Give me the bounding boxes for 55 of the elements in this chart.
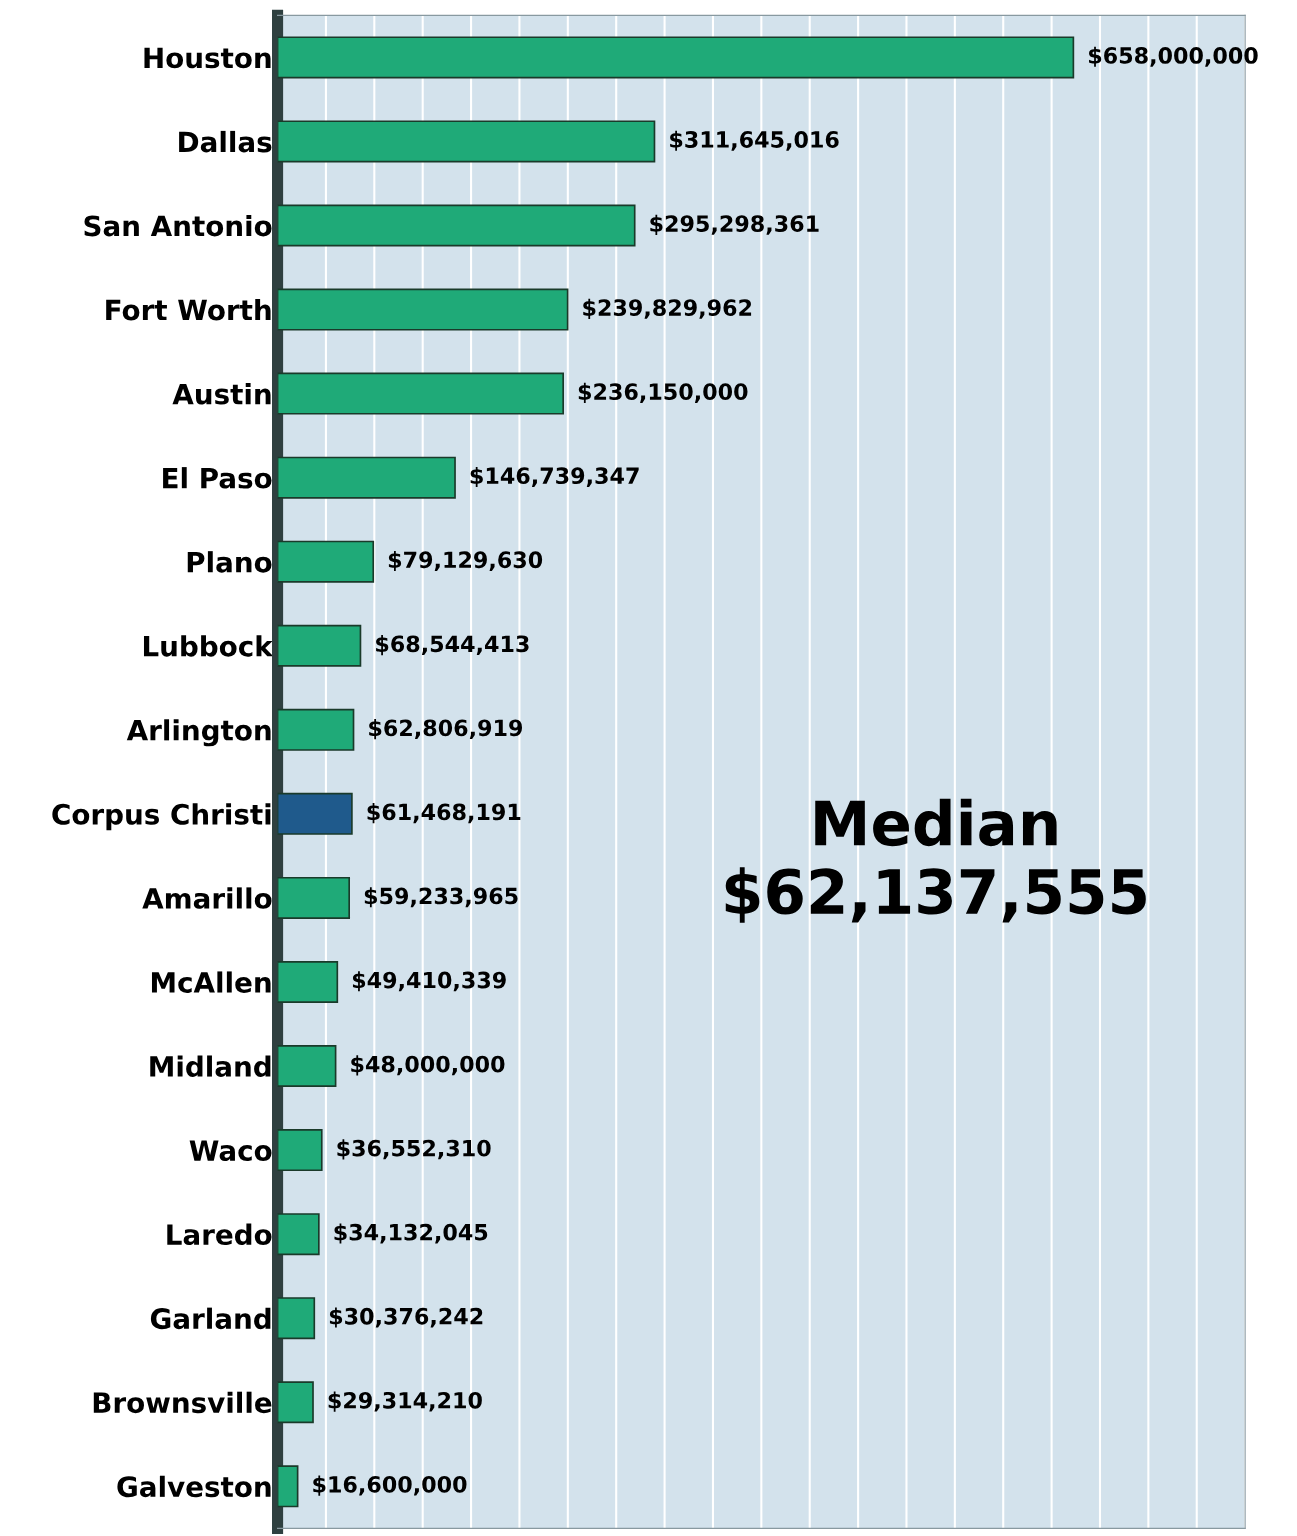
y-tick-label: Austin bbox=[172, 383, 271, 405]
bar bbox=[277, 120, 656, 163]
y-tick-label: Midland bbox=[150, 1055, 271, 1077]
data-label: $61,468,191 bbox=[367, 803, 521, 824]
data-label: $36,552,310 bbox=[337, 1139, 491, 1160]
y-tick-label: Galveston bbox=[117, 1475, 271, 1498]
bar bbox=[277, 1465, 299, 1508]
bar bbox=[277, 1381, 314, 1424]
data-label: $59,233,965 bbox=[364, 887, 518, 908]
y-tick-label: Waco bbox=[189, 1140, 272, 1162]
y-tick-label: Arlington bbox=[126, 719, 271, 747]
bar bbox=[277, 1297, 316, 1340]
data-label: $30,376,242 bbox=[329, 1307, 483, 1328]
bar bbox=[277, 708, 355, 751]
data-label: $62,806,919 bbox=[369, 719, 523, 740]
y-tick-label: Garland bbox=[150, 1307, 271, 1330]
bar bbox=[277, 36, 1075, 79]
bar bbox=[277, 288, 569, 331]
data-label: $146,739,347 bbox=[470, 466, 639, 488]
y-tick-label: San Antonio bbox=[84, 214, 272, 237]
bar bbox=[277, 204, 636, 247]
bar bbox=[277, 960, 339, 1003]
data-label: $29,314,210 bbox=[328, 1391, 482, 1412]
bar bbox=[277, 1129, 323, 1172]
bar bbox=[277, 624, 362, 667]
data-label: $79,129,630 bbox=[388, 550, 543, 572]
bar bbox=[277, 372, 565, 415]
data-label: $48,000,000 bbox=[351, 1055, 505, 1076]
y-tick-label: Plano bbox=[187, 551, 272, 573]
y-tick-label: Laredo bbox=[167, 1223, 272, 1246]
data-label: $239,829,962 bbox=[583, 298, 752, 319]
y-tick-label: Brownsville bbox=[93, 1391, 272, 1414]
bar bbox=[277, 540, 375, 583]
data-label: $68,544,413 bbox=[376, 635, 529, 656]
data-label: $311,645,016 bbox=[670, 130, 839, 151]
bar bbox=[277, 1213, 320, 1256]
y-tick-label: El Paso bbox=[163, 467, 272, 489]
y-tick-label: Amarillo bbox=[142, 887, 272, 909]
y-tick-label: Corpus Christi bbox=[52, 803, 271, 831]
bar bbox=[277, 1045, 337, 1088]
y-tick-label: McAllen bbox=[151, 971, 271, 993]
data-label: $16,600,000 bbox=[313, 1475, 467, 1496]
data-label: $49,410,339 bbox=[352, 971, 506, 992]
annotation: Median $62,137,555 bbox=[725, 798, 1146, 923]
y-tick-label: Houston bbox=[144, 47, 271, 69]
y-tick-label: Fort Worth bbox=[106, 298, 271, 321]
data-label: $295,298,361 bbox=[650, 214, 819, 235]
y-tick-label: Dallas bbox=[179, 130, 272, 153]
y-tick-label: Lubbock bbox=[143, 635, 274, 657]
data-label: $236,150,000 bbox=[578, 382, 748, 403]
bar bbox=[277, 792, 353, 835]
data-label: $34,132,045 bbox=[334, 1223, 488, 1244]
data-label: $658,000,000 bbox=[1089, 46, 1258, 67]
bar bbox=[277, 456, 456, 499]
bar bbox=[277, 876, 351, 919]
